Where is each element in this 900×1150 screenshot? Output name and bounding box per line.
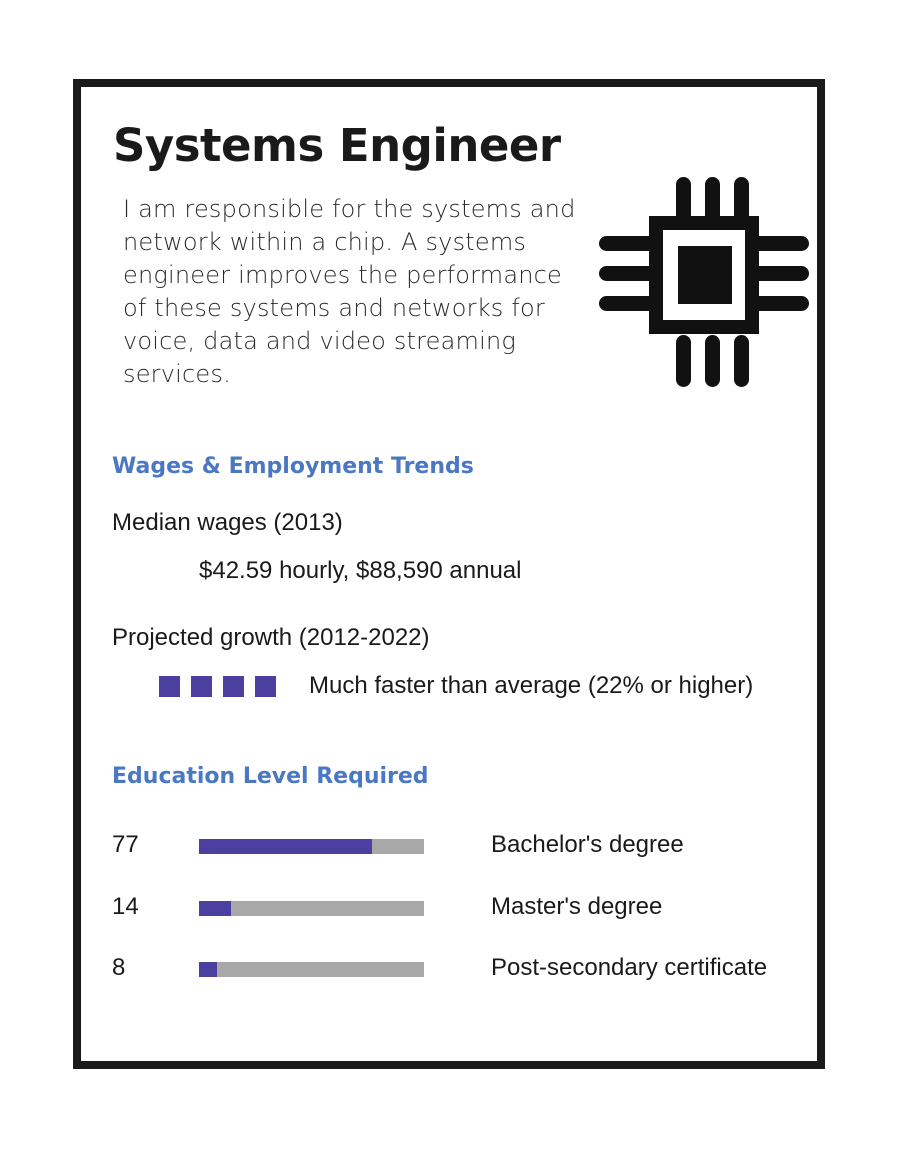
education-label: Bachelor's degree bbox=[491, 831, 684, 858]
education-bar-track bbox=[199, 962, 424, 977]
education-row: 77 Bachelor's degree bbox=[81, 831, 817, 861]
education-heading: Education Level Required bbox=[112, 764, 429, 789]
education-label: Post-secondary certificate bbox=[491, 954, 768, 981]
growth-square bbox=[255, 676, 276, 697]
education-row: 14 Master's degree bbox=[81, 893, 817, 923]
page-title: Systems Engineer bbox=[113, 119, 561, 172]
career-card: Systems Engineer I am responsible for th… bbox=[73, 79, 825, 1069]
wages-heading: Wages & Employment Trends bbox=[112, 454, 474, 479]
education-bar-track bbox=[199, 901, 424, 916]
education-row: 8 Post-secondary certificate bbox=[81, 954, 817, 984]
growth-square bbox=[223, 676, 244, 697]
projected-growth-value: Much faster than average (22% or higher) bbox=[309, 672, 754, 699]
median-wages-label: Median wages (2013) bbox=[112, 509, 343, 536]
job-description: I am responsible for the systems and net… bbox=[123, 195, 576, 388]
growth-rating bbox=[159, 676, 276, 697]
education-bar-fill bbox=[199, 901, 231, 916]
median-wages-value: $42.59 hourly, $88,590 annual bbox=[199, 557, 522, 584]
projected-growth-label: Projected growth (2012-2022) bbox=[112, 624, 430, 651]
education-bar-track bbox=[199, 839, 424, 854]
education-percent: 8 bbox=[112, 954, 126, 981]
growth-square bbox=[191, 676, 212, 697]
education-bar-fill bbox=[199, 962, 217, 977]
education-percent: 77 bbox=[112, 831, 139, 858]
growth-square bbox=[159, 676, 180, 697]
education-percent: 14 bbox=[112, 893, 139, 920]
education-bar-fill bbox=[199, 839, 373, 854]
microchip-icon bbox=[599, 177, 809, 387]
education-label: Master's degree bbox=[491, 893, 663, 920]
